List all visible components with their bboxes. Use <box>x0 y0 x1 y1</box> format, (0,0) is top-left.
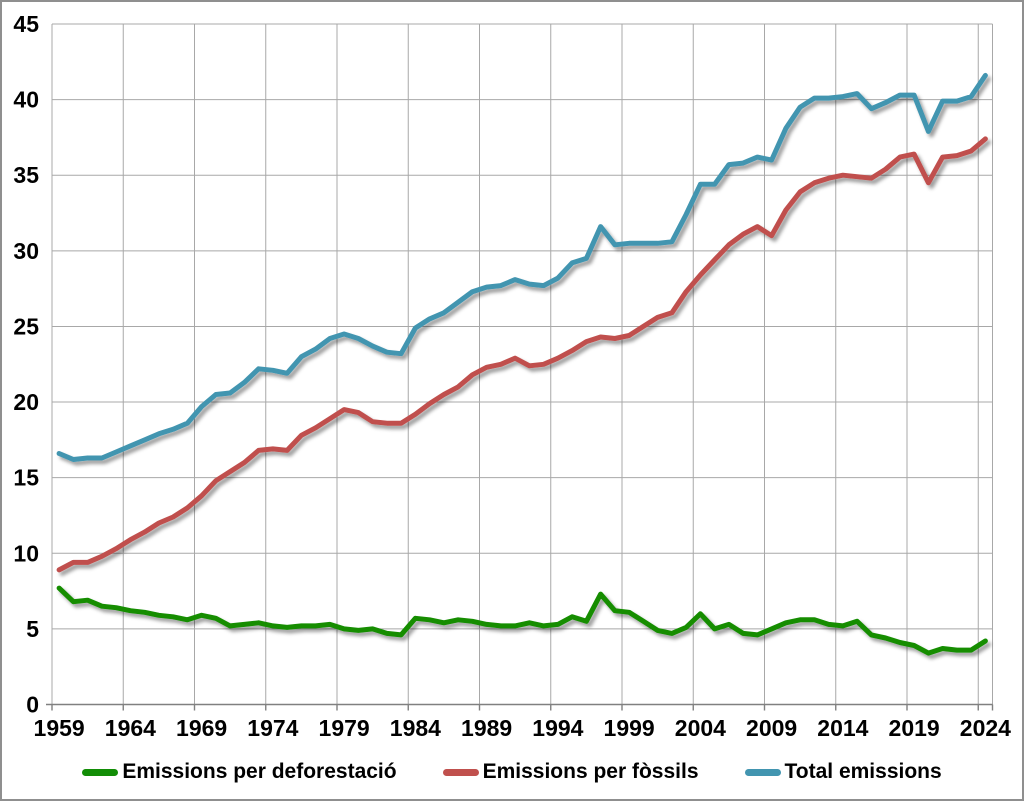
legend-swatch-fossil <box>442 768 479 776</box>
svg-text:30: 30 <box>13 238 39 264</box>
svg-text:2014: 2014 <box>817 715 868 741</box>
svg-text:15: 15 <box>13 465 39 491</box>
svg-text:45: 45 <box>13 11 39 37</box>
svg-text:20: 20 <box>13 389 39 415</box>
svg-text:1974: 1974 <box>247 715 298 741</box>
svg-text:5: 5 <box>26 616 39 642</box>
chart-legend: Emissions per deforestació Emissions per… <box>2 760 1022 784</box>
svg-text:2009: 2009 <box>746 715 797 741</box>
series-lines <box>56 72 988 656</box>
svg-text:1969: 1969 <box>176 715 227 741</box>
svg-text:2004: 2004 <box>675 715 726 741</box>
x-axis-line <box>46 703 994 711</box>
svg-text:1964: 1964 <box>105 715 156 741</box>
legend-label-total: Total emissions <box>784 760 942 783</box>
svg-text:0: 0 <box>26 692 39 718</box>
legend-item-total: Total emissions <box>744 760 942 784</box>
series-fossil-line <box>56 136 988 573</box>
svg-text:35: 35 <box>13 162 39 188</box>
series-total-line <box>56 72 988 462</box>
svg-text:25: 25 <box>13 313 39 339</box>
legend-label-deforestation: Emissions per deforestació <box>122 760 397 783</box>
svg-text:1959: 1959 <box>34 715 85 741</box>
svg-text:1979: 1979 <box>319 715 370 741</box>
legend-item-fossil: Emissions per fòssils <box>442 760 699 784</box>
svg-text:2024: 2024 <box>960 715 1011 741</box>
svg-text:2019: 2019 <box>889 715 940 741</box>
svg-text:1999: 1999 <box>604 715 655 741</box>
svg-text:1989: 1989 <box>461 715 512 741</box>
legend-swatch-total <box>744 768 781 776</box>
svg-text:10: 10 <box>13 540 39 566</box>
svg-text:1984: 1984 <box>390 715 441 741</box>
legend-item-deforestation: Emissions per deforestació <box>82 760 397 784</box>
legend-label-fossil: Emissions per fòssils <box>482 760 699 783</box>
svg-text:1994: 1994 <box>532 715 583 741</box>
series-deforestation-line <box>56 585 988 656</box>
svg-text:40: 40 <box>13 87 39 113</box>
legend-swatch-deforestation <box>82 768 119 776</box>
x-axis-labels: 1959 1964 1969 1974 1979 1984 1989 1994 1999 2004… <box>34 715 1012 741</box>
y-axis-labels: 0 5 10 15 20 25 30 35 40 45 <box>13 11 39 718</box>
